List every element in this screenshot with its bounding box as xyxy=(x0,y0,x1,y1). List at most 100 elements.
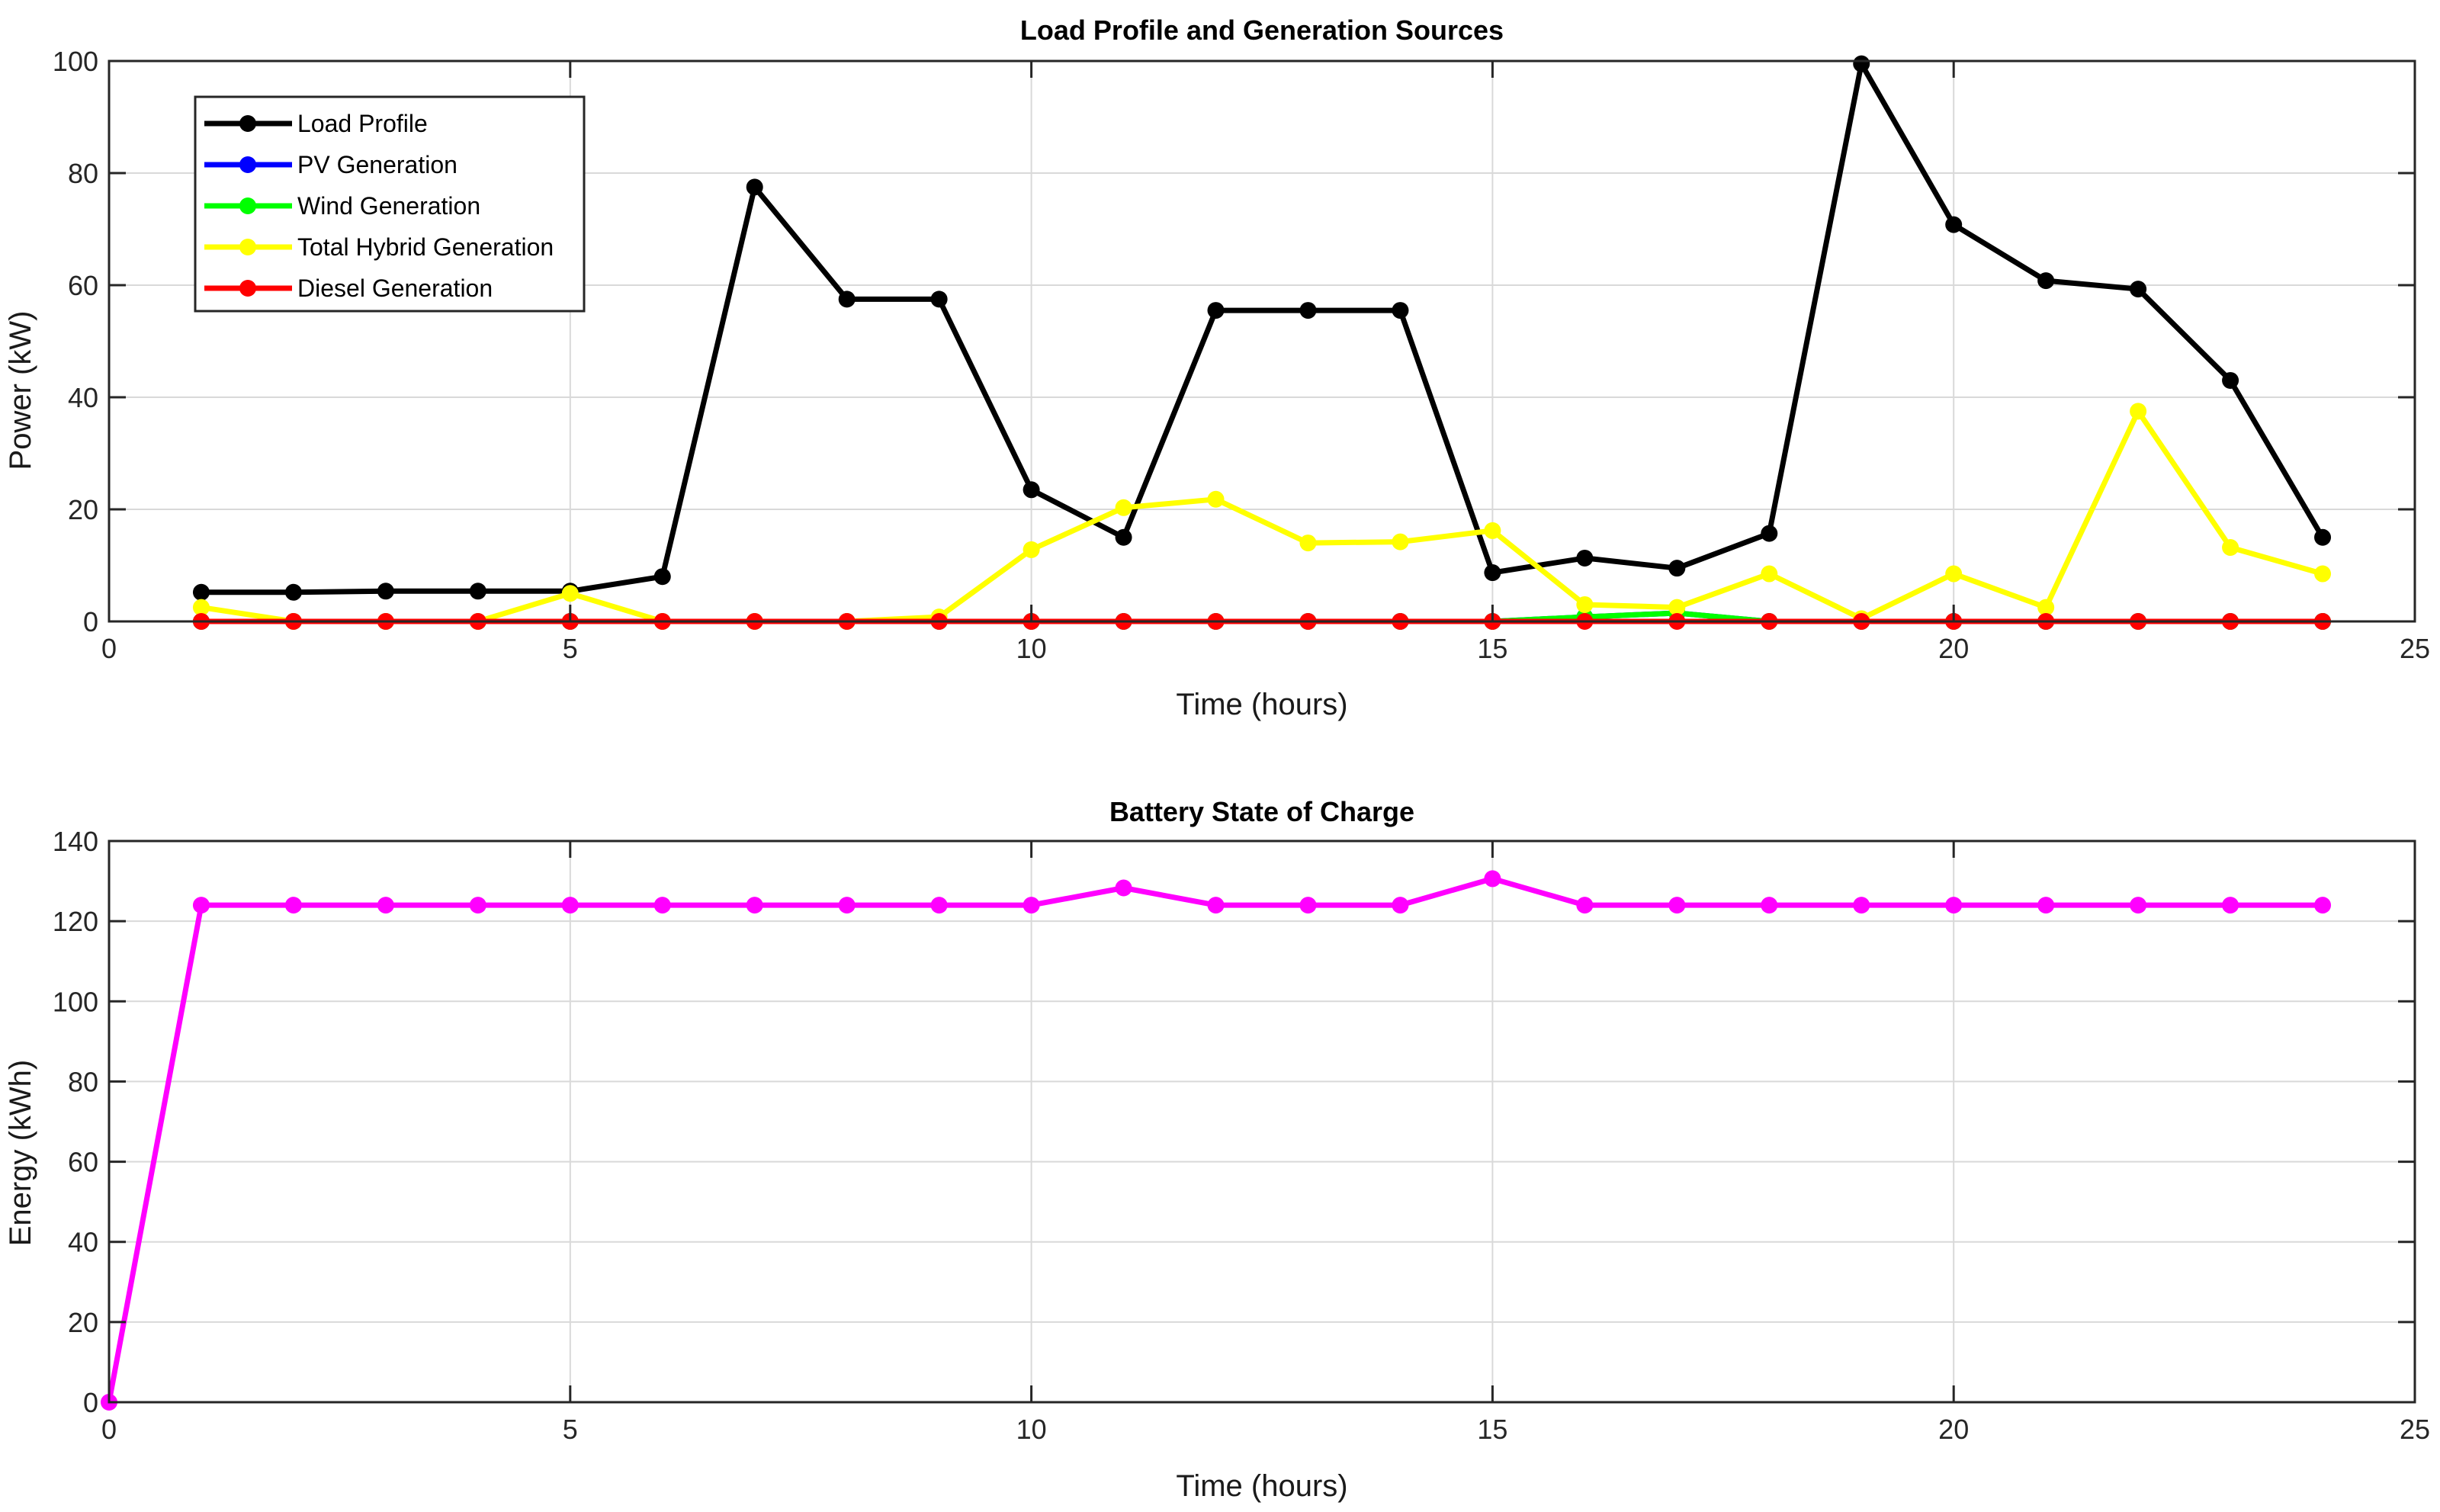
data-point xyxy=(2037,272,2055,290)
legend-label: Load Profile xyxy=(297,110,428,137)
y-tick-label: 140 xyxy=(53,826,98,857)
data-point xyxy=(1392,533,1409,551)
data-point xyxy=(838,897,856,914)
y-tick-label: 120 xyxy=(53,906,98,937)
y-tick-label: 80 xyxy=(68,158,98,189)
x-tick-label: 25 xyxy=(2400,633,2430,664)
data-point xyxy=(1668,897,1686,914)
data-point xyxy=(1392,897,1409,914)
data-point xyxy=(1945,897,1963,914)
x-tick-label: 20 xyxy=(1938,633,1969,664)
y-tick-label: 60 xyxy=(68,270,98,301)
data-point xyxy=(1945,216,1963,233)
data-point xyxy=(2130,281,2147,298)
data-point xyxy=(284,897,302,914)
y-tick-label: 0 xyxy=(83,1387,98,1418)
legend: Load Profile PV Generation Wind Generation… xyxy=(194,95,586,313)
data-point xyxy=(1576,595,1594,613)
data-point xyxy=(469,897,486,914)
data-point xyxy=(1576,897,1594,914)
data-point xyxy=(1023,897,1040,914)
data-point xyxy=(1115,499,1132,516)
y-axis-label: Power (kW) xyxy=(4,311,37,470)
data-point xyxy=(746,897,763,914)
data-point xyxy=(1299,897,1317,914)
data-point xyxy=(930,897,948,914)
legend-swatch-marker xyxy=(239,115,256,132)
y-axis-label: Energy (kWh) xyxy=(4,1060,37,1247)
data-point xyxy=(2037,599,2055,616)
data-point xyxy=(2222,897,2239,914)
data-point xyxy=(1207,490,1225,508)
axes-box xyxy=(108,839,2416,1404)
data-point xyxy=(469,583,486,600)
legend-item: Wind Generation xyxy=(204,192,480,220)
data-point xyxy=(561,897,579,914)
data-point xyxy=(1299,302,1317,319)
series-battery-soc xyxy=(101,870,2332,1411)
legend-label: Diesel Generation xyxy=(297,274,493,302)
data-point xyxy=(930,291,948,308)
chart-load-generation: Load Profile and Generation Sources Time… xyxy=(4,14,2430,721)
data-point xyxy=(1207,302,1225,319)
data-point xyxy=(2222,371,2239,389)
x-tick-label: 20 xyxy=(1938,1414,1969,1445)
x-tick-label: 10 xyxy=(1016,1414,1047,1445)
legend-label: Total Hybrid Generation xyxy=(297,233,554,261)
legend-item: PV Generation xyxy=(204,151,458,178)
chart-title: Load Profile and Generation Sources xyxy=(1020,14,1504,46)
data-point xyxy=(1484,870,1501,888)
data-point xyxy=(2222,538,2239,556)
data-point xyxy=(1945,565,1963,583)
series-group xyxy=(101,870,2332,1411)
data-point xyxy=(192,583,210,601)
data-point xyxy=(1115,879,1132,897)
data-point xyxy=(377,897,394,914)
data-point xyxy=(746,178,763,196)
data-point xyxy=(1023,481,1040,499)
data-point xyxy=(2314,528,2332,546)
data-point xyxy=(1023,541,1040,558)
data-point xyxy=(192,599,210,616)
x-tick-label: 15 xyxy=(1477,1414,1507,1445)
data-point xyxy=(1484,564,1501,582)
data-point xyxy=(1207,897,1225,914)
data-point xyxy=(2130,897,2147,914)
x-tick-label: 0 xyxy=(101,1414,117,1445)
data-point xyxy=(561,585,579,602)
data-point xyxy=(1668,599,1686,616)
legend-swatch-marker xyxy=(239,239,256,255)
x-tick-label: 5 xyxy=(563,633,578,664)
y-tick-label: 0 xyxy=(83,606,98,637)
y-tick-label: 40 xyxy=(68,1227,98,1258)
data-point xyxy=(2314,897,2332,914)
chart-battery-soc: Battery State of Charge Time (hours) Ene… xyxy=(4,796,2430,1503)
data-point xyxy=(1761,565,1778,583)
data-point xyxy=(1761,897,1778,914)
data-point xyxy=(1484,522,1501,539)
x-tick-label: 0 xyxy=(101,633,117,664)
data-point xyxy=(1668,560,1686,577)
legend-swatch-marker xyxy=(239,156,256,173)
data-point xyxy=(1761,525,1778,542)
legend-item: Total Hybrid Generation xyxy=(204,233,554,261)
series-line xyxy=(201,408,2323,624)
y-tick-label: 80 xyxy=(68,1066,98,1097)
x-tick-label: 10 xyxy=(1016,633,1047,664)
y-tick-label: 100 xyxy=(53,986,98,1017)
y-tick-label: 20 xyxy=(68,1307,98,1338)
x-tick-label: 15 xyxy=(1477,633,1507,664)
x-axis-label: Time (hours) xyxy=(1176,1469,1347,1503)
ticks: 0 5 10 15 20 25 0 20 40 60 80 100 120 140 xyxy=(53,826,2430,1445)
data-point xyxy=(2037,897,2055,914)
series-line xyxy=(201,61,2326,595)
legend-item: Diesel Generation xyxy=(204,274,493,302)
legend-swatch-marker xyxy=(239,280,256,297)
data-point xyxy=(192,897,210,914)
plot-area xyxy=(109,841,2415,1402)
y-tick-label: 60 xyxy=(68,1147,98,1178)
data-point xyxy=(838,291,856,308)
legend-label: PV Generation xyxy=(297,151,458,178)
data-point xyxy=(1299,534,1317,552)
